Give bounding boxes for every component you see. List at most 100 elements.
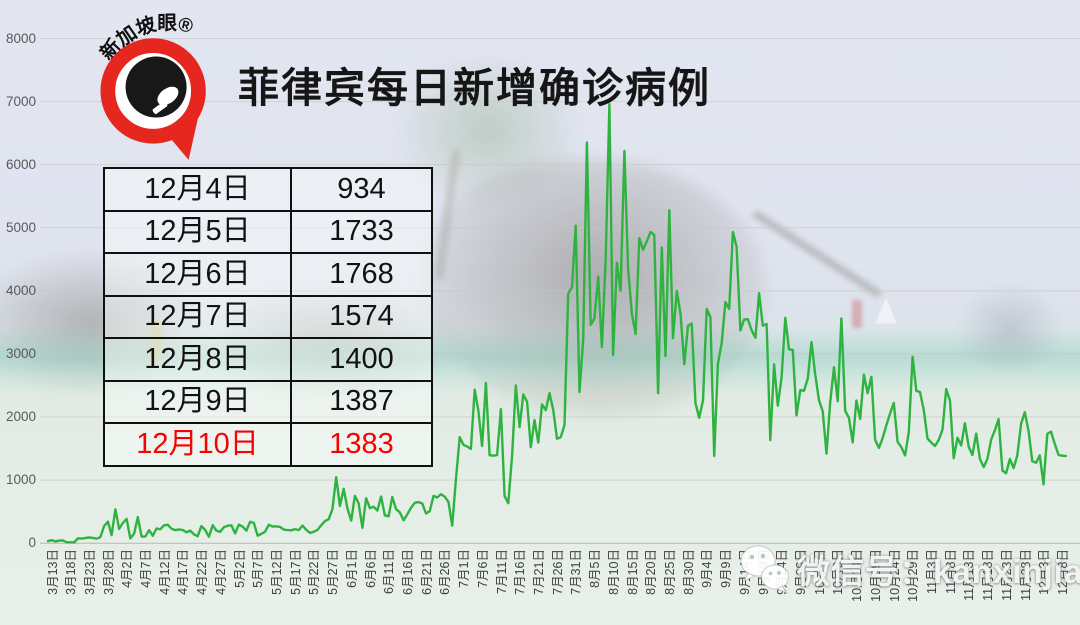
x-tick-label-text: 3月13日 [45, 549, 60, 595]
x-tick-label: 8月20日 [639, 549, 658, 613]
x-tick-label: 4月12日 [153, 549, 172, 613]
x-tick-label-text: 6月11日 [382, 549, 397, 594]
x-tick-label: 6月6日 [359, 549, 378, 613]
x-tick-label: 7月11日 [490, 549, 509, 613]
x-tick-label-text: 8月25日 [663, 549, 678, 595]
x-tick-label-text: 5月2日 [232, 549, 247, 588]
eye-speech-bubble-icon [100, 38, 206, 160]
x-tick-label-text: 7月16日 [513, 549, 528, 595]
y-tick-label: 4000 [5, 282, 36, 298]
table-cell-cases: 1733 [290, 209, 433, 254]
x-tick-label: 5月7日 [246, 549, 265, 613]
x-tick-label: 7月1日 [452, 549, 471, 613]
x-tick-label: 9月9日 [714, 549, 733, 613]
x-tick-label: 6月26日 [433, 549, 452, 613]
x-tick-label-text: 9月4日 [700, 549, 715, 588]
table-row: 12月4日 934 [103, 167, 433, 212]
table-cell-date: 12月8日 [103, 337, 292, 382]
x-tick-label: 8月25日 [658, 549, 677, 613]
x-tick-label: 5月17日 [284, 549, 303, 613]
table-cell-cases: 1400 [290, 337, 433, 382]
x-tick-label-text: 4月7日 [139, 549, 154, 588]
x-tick-label: 6月1日 [340, 549, 359, 613]
y-tick-label: 3000 [5, 345, 36, 361]
x-tick-label: 8月15日 [621, 549, 640, 613]
x-tick-label: 8月5日 [583, 549, 602, 613]
x-tick-label-text: 4月22日 [195, 549, 210, 595]
table-row: 12月9日 1387 [103, 379, 433, 424]
watermark-text: 微信号：kanxinjiapo [797, 553, 1080, 590]
table-row: 12月10日 1383 [103, 422, 433, 467]
x-tick-label: 7月16日 [508, 549, 527, 613]
x-tick-label-text: 4月17日 [176, 549, 191, 595]
x-tick-label: 6月21日 [415, 549, 434, 613]
recent-cases-table: 12月4日 934 12月5日 1733 12月6日 1768 12月7日 1574 12月8日… [103, 167, 433, 467]
x-tick-label: 5月12日 [265, 549, 284, 613]
x-tick-label-text: 7月31日 [569, 549, 584, 595]
y-tick-label: 8000 [5, 30, 36, 46]
xinjiapoyan-logo: 新加坡眼® [98, 12, 206, 160]
x-tick-label: 3月23日 [78, 549, 97, 613]
table-cell-date: 12月10日 [103, 422, 292, 467]
cases-series-line [46, 103, 1068, 544]
table-cell-date: 12月9日 [103, 379, 292, 424]
x-tick-label: 3月18日 [59, 549, 78, 613]
y-tick-label: 7000 [5, 93, 36, 109]
x-tick-label-text: 5月7日 [251, 549, 266, 588]
table-cell-cases: 1383 [290, 422, 433, 467]
x-tick-label-text: 5月22日 [307, 549, 322, 595]
table-row: 12月7日 1574 [103, 294, 433, 339]
x-tick-label: 9月4日 [695, 549, 714, 613]
x-tick-label-text: 8月5日 [588, 549, 603, 588]
x-tick-label: 5月2日 [228, 549, 247, 613]
y-tick-label: 0 [28, 535, 36, 551]
x-tick-label: 4月7日 [134, 549, 153, 613]
x-tick-label-text: 6月21日 [419, 549, 434, 595]
x-tick-label-text: 6月6日 [363, 549, 378, 588]
x-tick-label-text: 8月10日 [606, 549, 621, 595]
x-tick-label-text: 3月18日 [64, 549, 79, 595]
x-tick-label: 5月27日 [321, 549, 340, 613]
x-tick-label-text: 3月28日 [101, 549, 116, 595]
x-tick-label-text: 7月21日 [532, 549, 547, 595]
table-cell-cases: 1574 [290, 294, 433, 339]
x-tick-label: 7月26日 [546, 549, 565, 613]
x-tick-label: 8月30日 [677, 549, 696, 613]
x-tick-label-text: 7月6日 [475, 549, 490, 588]
x-tick-label: 7月6日 [471, 549, 490, 613]
x-tick-label: 4月17日 [171, 549, 190, 613]
wechat-watermark: 微信号：kanxinjiapo [736, 540, 1080, 598]
x-tick-label-text: 8月20日 [644, 549, 659, 595]
x-tick-label-text: 5月12日 [270, 549, 285, 595]
x-tick-label-text: 7月1日 [457, 549, 472, 588]
x-tick-label: 7月21日 [527, 549, 546, 613]
x-tick-label-text: 5月17日 [288, 549, 303, 595]
table-cell-date: 12月6日 [103, 252, 292, 297]
x-tick-label: 3月13日 [41, 549, 60, 613]
x-tick-label-text: 6月1日 [344, 549, 359, 588]
x-tick-label: 8月10日 [602, 549, 621, 613]
table-row: 12月8日 1400 [103, 337, 433, 382]
table-cell-cases: 934 [290, 167, 433, 212]
y-tick-label: 6000 [5, 156, 36, 172]
y-tick-label: 1000 [5, 472, 36, 488]
x-tick-label-text: 4月2日 [120, 549, 135, 588]
x-tick-label-text: 4月12日 [157, 549, 172, 595]
x-tick-label-text: 9月9日 [719, 549, 734, 588]
x-tick-label: 4月2日 [115, 549, 134, 613]
table-row: 12月5日 1733 [103, 209, 433, 254]
x-tick-label-text: 8月30日 [681, 549, 696, 595]
x-tick-label-text: 7月26日 [550, 549, 565, 595]
y-tick-label: 5000 [5, 219, 36, 235]
x-tick-label-text: 5月27日 [326, 549, 341, 595]
x-tick-label: 7月31日 [564, 549, 583, 613]
chart-title: 菲律宾每日新增确诊病例 [238, 65, 711, 111]
x-tick-label-text: 6月16日 [401, 549, 416, 595]
x-tick-label: 5月22日 [302, 549, 321, 613]
table-cell-date: 12月4日 [103, 167, 292, 212]
table-cell-date: 12月5日 [103, 209, 292, 254]
table-row: 12月6日 1768 [103, 252, 433, 297]
table-cell-cases: 1387 [290, 379, 433, 424]
